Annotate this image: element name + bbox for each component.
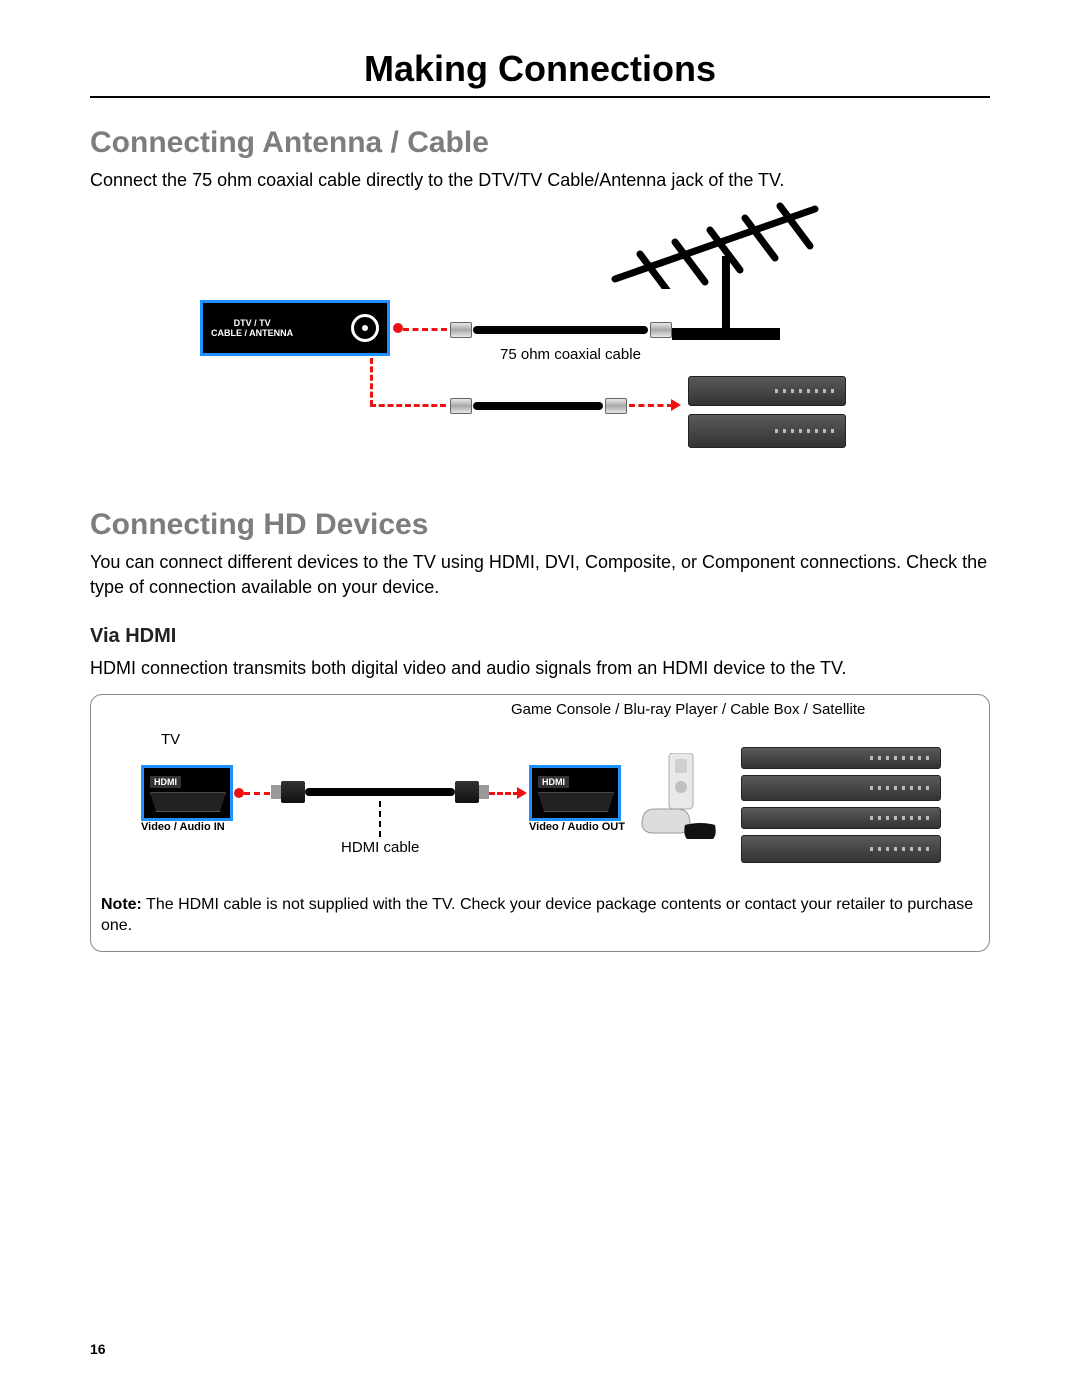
arrow-icon — [671, 399, 681, 411]
antenna-icon — [605, 194, 835, 289]
signal-path — [244, 792, 270, 795]
settop-box-icon — [688, 414, 846, 448]
hdmi-note: Note: The HDMI cable is not supplied wit… — [101, 895, 979, 937]
page-title: Making Connections — [90, 48, 990, 98]
note-body: The HDMI cable is not supplied with the … — [101, 896, 973, 934]
player-device-icon — [741, 775, 941, 801]
section-hd-body: You can connect different devices to the… — [90, 550, 990, 599]
hdmi-cable-label: HDMI cable — [341, 839, 419, 856]
coax-connector-icon — [650, 322, 672, 338]
section-hd-heading: Connecting HD Devices — [90, 508, 990, 542]
hdmi-tag: HDMI — [150, 776, 181, 788]
signal-path — [629, 404, 673, 407]
player-device-icon — [741, 835, 941, 863]
hdmi-cable — [305, 788, 455, 796]
game-console-icon — [639, 753, 717, 843]
hdmi-plug-icon — [455, 781, 479, 803]
device-hdmi-port: HDMI — [529, 765, 621, 821]
hdmi-diagram: HDMI Video / Audio IN HDMI cable HDMI Vi… — [101, 713, 979, 883]
signal-dot-icon — [234, 788, 244, 798]
hdmi-body: HDMI connection transmits both digital v… — [90, 656, 990, 680]
coax-connector-icon — [450, 322, 472, 338]
signal-path — [370, 358, 373, 406]
arrow-icon — [517, 787, 527, 799]
signal-path — [403, 328, 447, 331]
hdmi-slot-icon — [150, 792, 226, 812]
callout-line — [379, 801, 381, 837]
tv-antenna-port: DTV / TV CABLE / ANTENNA — [200, 300, 390, 356]
settop-box-icon — [688, 376, 846, 406]
coax-jack-icon — [351, 314, 379, 342]
coax-connector-icon — [450, 398, 472, 414]
signal-path — [489, 792, 519, 795]
antenna-diagram: DTV / TV CABLE / ANTENNA 75 ohm coaxial … — [140, 200, 940, 480]
coax-cable-top — [473, 326, 648, 334]
hdmi-plug-icon — [281, 781, 305, 803]
coax-cable-bottom — [473, 402, 603, 410]
hdmi-subheading: Via HDMI — [90, 625, 990, 648]
signal-dot-icon — [393, 323, 403, 333]
player-device-icon — [741, 747, 941, 769]
out-label: Video / Audio OUT — [529, 821, 625, 833]
port-label-line2: CABLE / ANTENNA — [211, 328, 293, 338]
antenna-mast — [722, 256, 730, 334]
section-antenna-body: Connect the 75 ohm coaxial cable directl… — [90, 168, 990, 192]
page-number: 16 — [90, 1341, 106, 1357]
antenna-base — [672, 328, 780, 340]
coax-connector-icon — [605, 398, 627, 414]
hdmi-tag: HDMI — [538, 776, 569, 788]
signal-path — [370, 404, 446, 407]
port-label-line1: DTV / TV — [211, 318, 293, 328]
hdmi-slot-icon — [538, 792, 614, 812]
coax-cable-label: 75 ohm coaxial cable — [500, 346, 641, 363]
section-antenna-heading: Connecting Antenna / Cable — [90, 126, 990, 160]
tv-hdmi-port: HDMI — [141, 765, 233, 821]
hdmi-diagram-panel: Game Console / Blu-ray Player / Cable Bo… — [90, 694, 990, 952]
player-device-icon — [741, 807, 941, 829]
in-label: Video / Audio IN — [141, 821, 225, 833]
note-prefix: Note: — [101, 896, 142, 913]
